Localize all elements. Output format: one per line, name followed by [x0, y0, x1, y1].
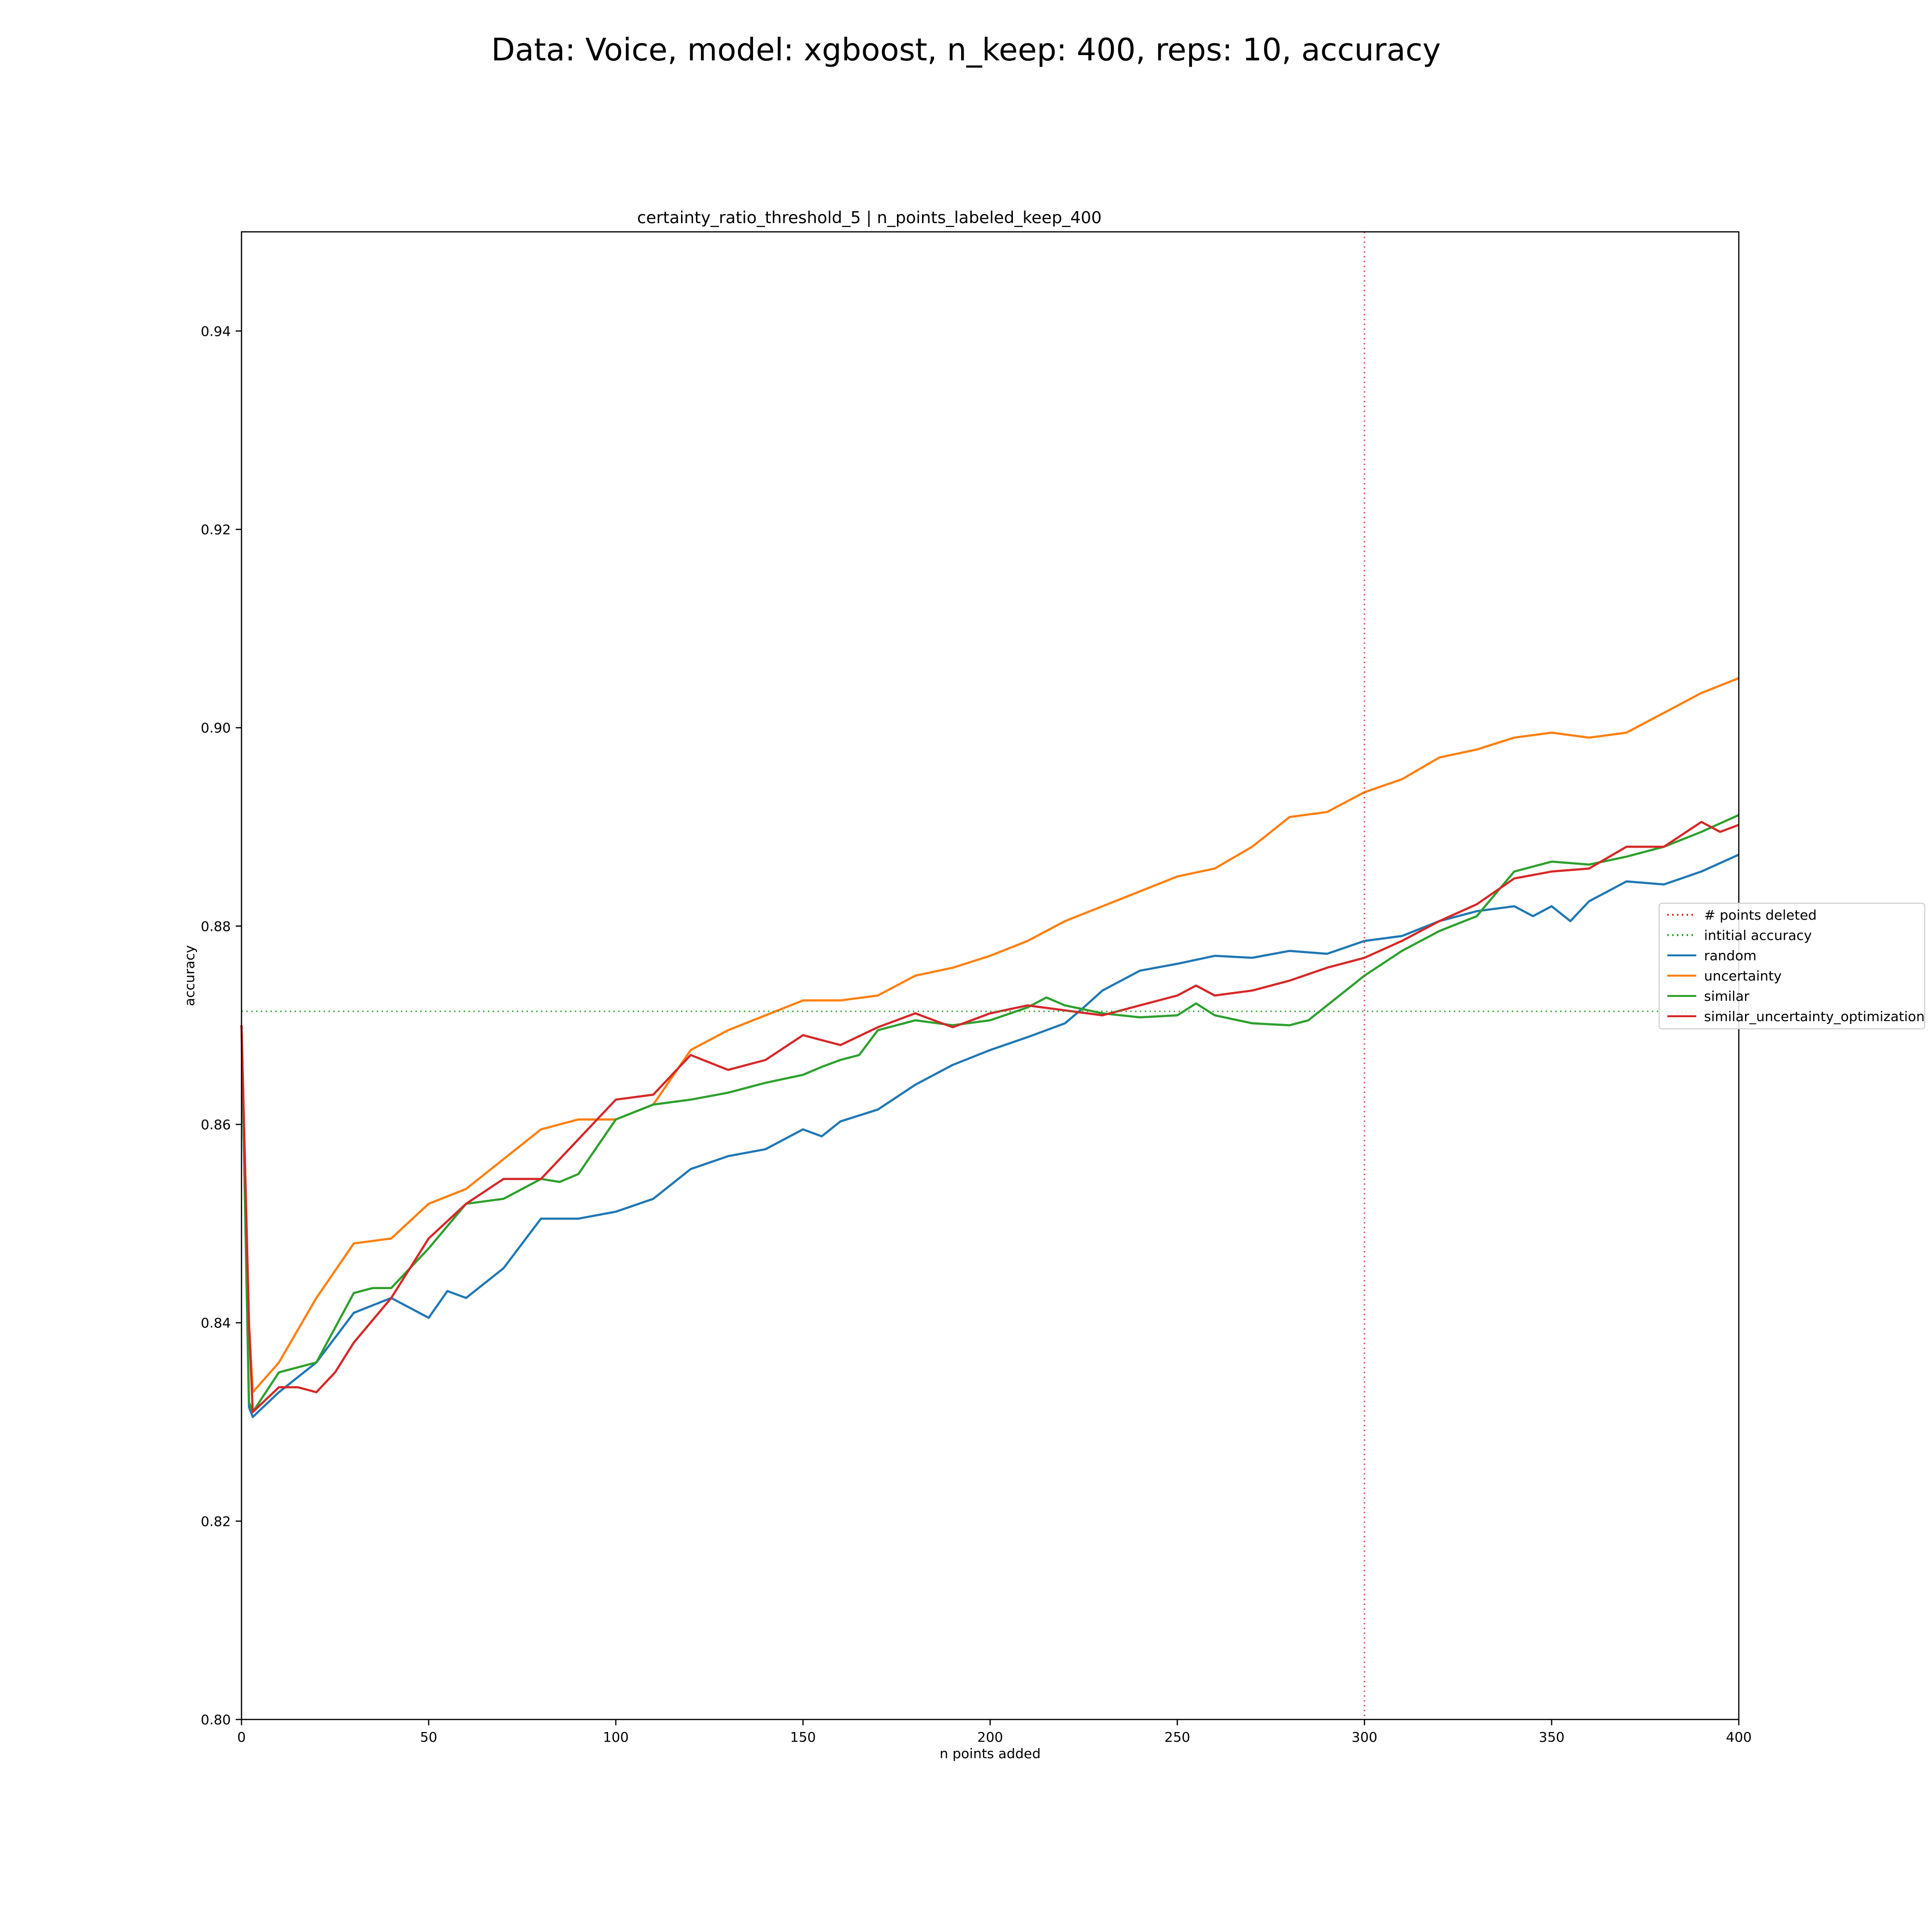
series-line-random [240, 853, 1739, 1418]
x-tick-label: 350 [1539, 1729, 1564, 1745]
x-tick-label: 200 [977, 1729, 1003, 1745]
y-tick-label: 0.88 [201, 918, 231, 934]
x-tick-label: 400 [1726, 1729, 1751, 1745]
legend-entries: # points deleted intitial accuracy random u… [1667, 907, 1925, 1024]
legend-label-points-deleted: # points deleted [1704, 907, 1817, 923]
y-axis-ticks: 0.80 0.82 0.84 0.86 0.88 0.90 0.92 0.94 [201, 323, 242, 1728]
series-line-similar-uncertainty-optimization [240, 821, 1739, 1413]
legend-label-intitial-accuracy: intitial accuracy [1704, 927, 1812, 943]
y-axis-label: accuracy [182, 945, 198, 1006]
y-tick-label: 0.80 [201, 1712, 231, 1728]
y-tick-label: 0.84 [201, 1315, 231, 1331]
legend-label-similar-uncertainty-optimization: similar_uncertainty_optimization [1704, 1009, 1925, 1024]
y-tick-label: 0.86 [201, 1117, 231, 1133]
x-tick-label: 150 [790, 1729, 816, 1745]
x-tick-label: 50 [420, 1729, 438, 1745]
y-tick-label: 0.92 [201, 522, 231, 538]
x-tick-label: 250 [1165, 1729, 1190, 1745]
series-line-uncertainty [240, 677, 1739, 1393]
x-axis-ticks: 0 50 100 150 200 250 300 350 400 [237, 1719, 1752, 1745]
legend-box [1659, 903, 1925, 1029]
legend: # points deleted intitial accuracy random u… [1659, 903, 1925, 1029]
series-line-similar [240, 814, 1739, 1413]
x-tick-label: 0 [237, 1729, 246, 1745]
figure-title: Data: Voice, model: xgboost, n_keep: 400… [491, 32, 1441, 68]
x-tick-label: 300 [1351, 1729, 1377, 1745]
y-tick-label: 0.94 [201, 323, 231, 339]
legend-label-random: random [1704, 948, 1757, 964]
y-tick-label: 0.82 [201, 1513, 231, 1529]
y-tick-label: 0.90 [201, 720, 231, 736]
x-axis-label: n points added [939, 1746, 1040, 1762]
series-layer [240, 677, 1739, 1419]
legend-label-uncertainty: uncertainty [1704, 968, 1782, 984]
x-tick-label: 100 [603, 1729, 628, 1745]
reference-lines-layer [242, 232, 1739, 1719]
legend-label-similar: similar [1704, 988, 1749, 1004]
axes-title: certainty_ratio_threshold_5 | n_points_l… [637, 208, 1102, 227]
